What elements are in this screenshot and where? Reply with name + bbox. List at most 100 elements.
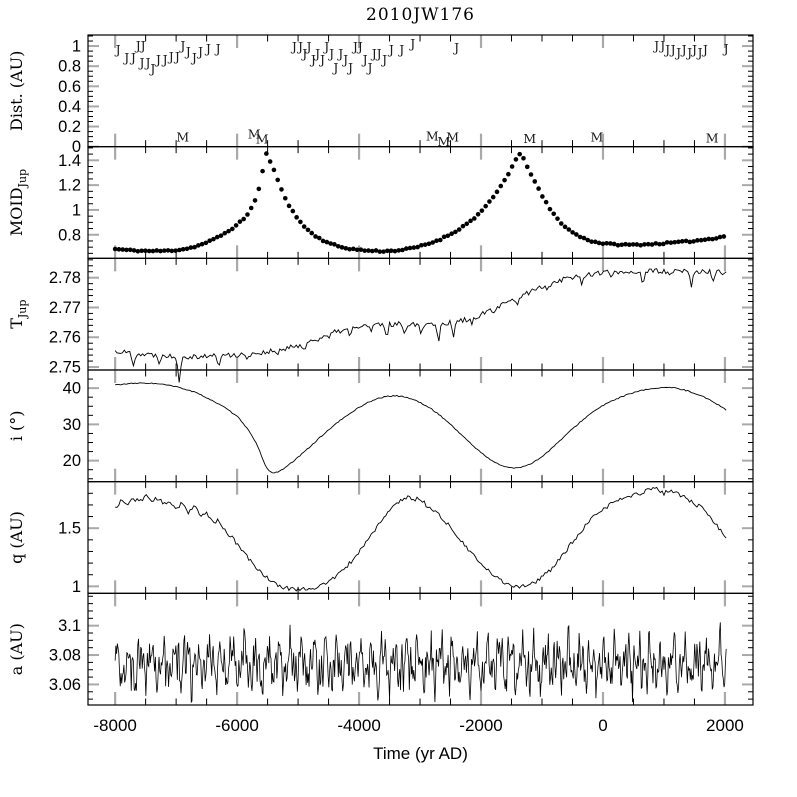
data-point [551, 211, 557, 217]
data-point [400, 247, 405, 253]
data-point [317, 235, 322, 241]
data-point [668, 240, 674, 245]
data-point [139, 248, 144, 254]
data-point [396, 248, 401, 253]
y-tick-label: 0 [72, 138, 81, 156]
data-point [358, 247, 364, 252]
data-point [596, 240, 602, 246]
series-semimajor-axis [114, 622, 727, 704]
data-point [199, 241, 205, 247]
data-point [328, 241, 333, 246]
y-tick-label: 1.4 [58, 152, 81, 170]
data-point [661, 241, 666, 247]
data-point [218, 233, 224, 238]
data-point [649, 242, 655, 247]
encounter-letter: J [408, 36, 415, 51]
y-tick-label: 2.77 [49, 299, 81, 317]
data-point [653, 241, 659, 246]
data-point [494, 189, 500, 195]
data-point [528, 172, 534, 177]
data-point [558, 221, 564, 226]
data-point [630, 242, 636, 247]
data-point [222, 230, 228, 236]
y-axis-title: i (°) [7, 410, 26, 441]
data-point [169, 248, 175, 254]
data-point [721, 234, 727, 239]
data-point [282, 195, 288, 201]
y-tick-label: 30 [63, 416, 81, 434]
y-tick-label: 0.8 [58, 58, 81, 76]
data-point [339, 245, 345, 250]
data-point [290, 208, 296, 214]
data-point [237, 219, 243, 224]
data-point [214, 234, 220, 240]
series-tisserand-jupiter [114, 268, 727, 383]
data-point [638, 243, 643, 248]
data-point [570, 230, 575, 235]
data-point [154, 248, 160, 253]
data-point [320, 238, 326, 244]
y-tick-label: 20 [63, 452, 81, 470]
encounter-letter: J [144, 55, 151, 70]
data-point [698, 237, 704, 243]
data-point [464, 221, 470, 227]
y-tick-label: 0.2 [58, 118, 81, 136]
encounter-letter: J [184, 44, 191, 59]
encounter-letter: J [397, 42, 404, 57]
data-point [366, 248, 371, 253]
panel-frame [87, 257, 754, 371]
encounter-letter: J [674, 45, 681, 60]
data-point [196, 243, 201, 248]
data-point [517, 151, 522, 157]
x-tick-label: 2000 [706, 716, 744, 735]
encounter-letter: J [690, 42, 697, 57]
data-point [498, 183, 504, 189]
data-point [581, 235, 587, 241]
data-point [362, 248, 367, 253]
data-point [180, 246, 186, 252]
encounter-letter: J [346, 60, 353, 75]
encounter-letter: M [426, 129, 439, 144]
encounter-letter: M [176, 130, 189, 145]
data-point [664, 240, 670, 245]
data-point [192, 244, 197, 250]
encounter-letter: J [658, 38, 665, 53]
encounter-letter: J [322, 39, 329, 54]
data-point [415, 244, 420, 250]
data-point [589, 239, 594, 244]
data-point [309, 230, 315, 236]
data-point [453, 229, 458, 235]
data-point [343, 245, 349, 251]
data-point [717, 234, 723, 240]
y-tick-label: 0.8 [58, 226, 81, 244]
data-point [487, 199, 492, 204]
data-point [188, 245, 194, 250]
data-point [165, 248, 171, 253]
panel-semimajor-axis: 3.06 3.08 3.1 a (AU) [7, 592, 754, 706]
y-tick-label: 1 [72, 201, 81, 219]
y-axis-title: TJup [7, 300, 29, 329]
data-point [279, 187, 284, 192]
data-point [509, 164, 515, 169]
data-point [536, 186, 541, 191]
data-point [351, 246, 356, 252]
data-point [248, 205, 254, 211]
data-point [683, 238, 689, 244]
data-point [619, 242, 625, 248]
encounter-letter: M [706, 131, 719, 146]
x-axis-labels: -8000 -6000 -4000 -2000 0 2000 [93, 716, 743, 735]
y-axis-title: MOIDJup [7, 169, 29, 236]
data-point [600, 241, 606, 247]
data-point [184, 246, 190, 252]
data-point [437, 237, 443, 243]
data-point [252, 198, 258, 203]
encounter-letter: J [722, 41, 729, 56]
data-point [245, 212, 250, 217]
y-tick-label: 0.6 [58, 78, 81, 96]
data-point [562, 224, 568, 230]
data-point [687, 239, 693, 245]
encounter-letter: J [167, 49, 174, 64]
data-point [445, 233, 451, 239]
data-point [475, 212, 481, 217]
